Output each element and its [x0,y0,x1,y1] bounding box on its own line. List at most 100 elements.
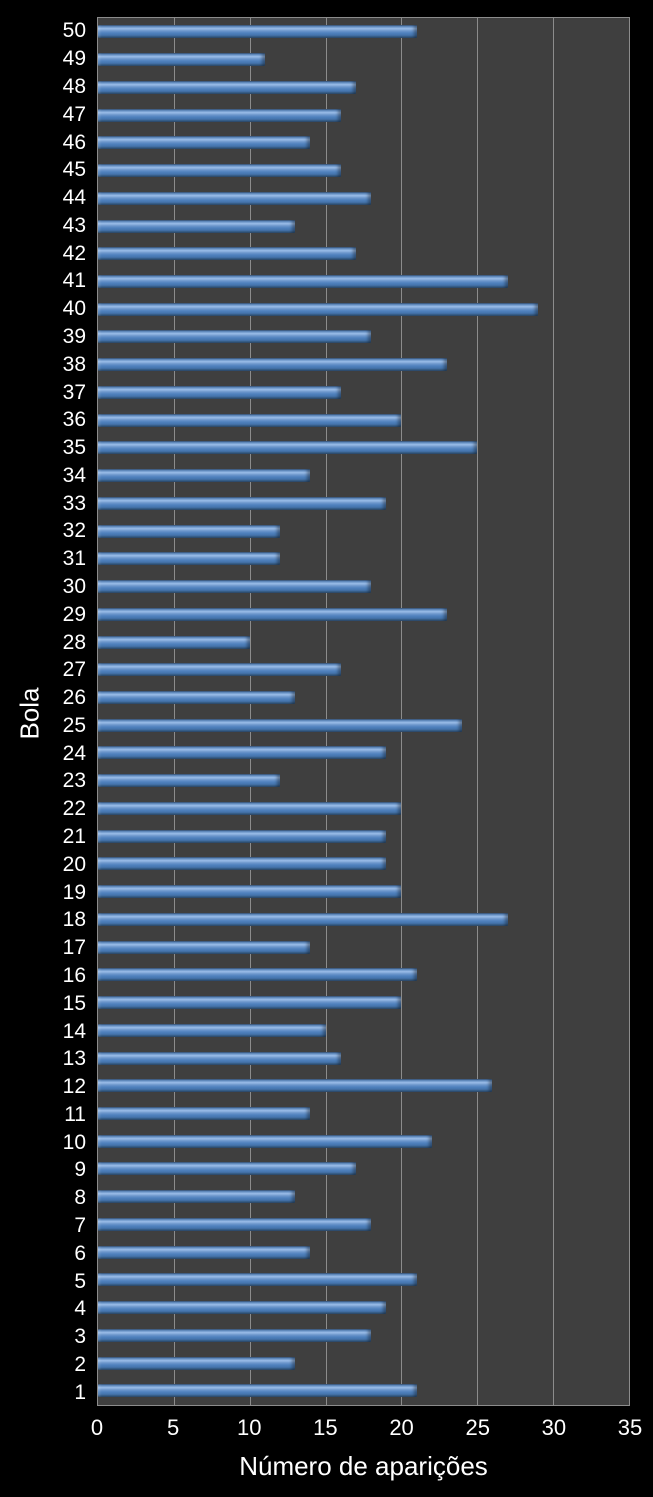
bar [98,1356,296,1370]
bar [98,80,356,94]
gridline [477,18,479,1405]
chart-row [98,711,629,739]
chart-row [98,351,629,379]
y-tick-label: 26 [62,686,86,710]
y-tick-label: 2 [74,1352,86,1376]
y-tick-label: 40 [62,297,86,321]
y-tick-label: 46 [62,130,86,154]
chart-row [98,157,629,185]
bar [98,413,402,427]
chart-row [98,1266,629,1294]
bar [98,663,341,677]
bar [98,496,387,510]
y-tick-label: 47 [62,102,86,126]
chart-row [98,462,629,490]
y-tick-label: 37 [62,380,86,404]
y-tick-label: 48 [62,74,86,98]
bar [98,552,281,566]
y-tick-label: 43 [62,213,86,237]
bar [98,441,478,455]
chart-row [98,739,629,767]
bar [98,25,417,39]
bar [98,385,341,399]
bar [98,912,508,926]
gridline [629,18,630,1405]
chart-row [98,18,629,46]
y-tick-label: 36 [62,408,86,432]
x-tick-label: 5 [167,1415,180,1440]
chart-row [98,795,629,823]
bar [98,219,296,233]
plot-area [97,17,630,1406]
y-tick-label: 7 [74,1213,86,1237]
y-tick-label: 1 [74,1380,86,1404]
chart-row [98,1238,629,1266]
bar [98,885,402,899]
gridline [325,18,327,1405]
chart-row [98,822,629,850]
y-tick-label: 22 [62,797,86,821]
chart-row [98,1016,629,1044]
x-tick-label: 15 [313,1415,338,1440]
y-tick-label: 23 [62,769,86,793]
y-tick-label: 45 [62,158,86,182]
y-tick-label: 39 [62,324,86,348]
bar [98,53,265,67]
chart-row [98,1377,629,1405]
bar [98,607,447,621]
chart-row [98,1072,629,1100]
chart-row [98,850,629,878]
y-tick-label: 11 [64,1102,86,1126]
chart-row [98,600,629,628]
y-tick-label: 12 [62,1075,86,1099]
gridline [173,18,175,1405]
y-tick-label: 32 [62,519,86,543]
chart-row [98,1155,629,1183]
y-tick-label: 28 [62,630,86,654]
chart-row [98,1322,629,1350]
bar [98,524,281,538]
chart-row [98,240,629,268]
bar [98,1162,356,1176]
chart-row [98,573,629,601]
chart-row [98,1183,629,1211]
y-tick-label: 30 [62,575,86,599]
chart-row [98,517,629,545]
y-tick-label: 8 [74,1186,86,1210]
y-tick-label: 49 [62,47,86,71]
bar [98,108,341,122]
x-tick-label: 20 [389,1415,414,1440]
bar [98,358,447,372]
chart-row [98,1127,629,1155]
x-tick-label: 10 [237,1415,262,1440]
chart-row [98,295,629,323]
bar [98,690,296,704]
bar [98,1384,417,1398]
bar [98,330,372,344]
bar [98,635,250,649]
chart-row [98,1044,629,1072]
chart-row [98,406,629,434]
bar [98,746,387,760]
chart-row [98,268,629,296]
x-tick-label: 25 [465,1415,490,1440]
chart-row [98,46,629,74]
y-tick-label: 25 [62,713,86,737]
bar [98,718,463,732]
bar [98,1134,432,1148]
y-tick-label: 4 [74,1297,86,1321]
chart-row [98,1100,629,1128]
y-tick-label: 31 [62,547,86,571]
bar [98,136,311,150]
bar [98,801,402,815]
gridline [401,18,403,1405]
y-tick-label: 13 [62,1047,86,1071]
y-tick-label: 14 [62,1019,86,1043]
bar [98,469,311,483]
bar [98,1051,341,1065]
chart-row [98,906,629,934]
y-tick-label: 27 [62,658,86,682]
gridline [553,18,555,1405]
chart-row [98,489,629,517]
